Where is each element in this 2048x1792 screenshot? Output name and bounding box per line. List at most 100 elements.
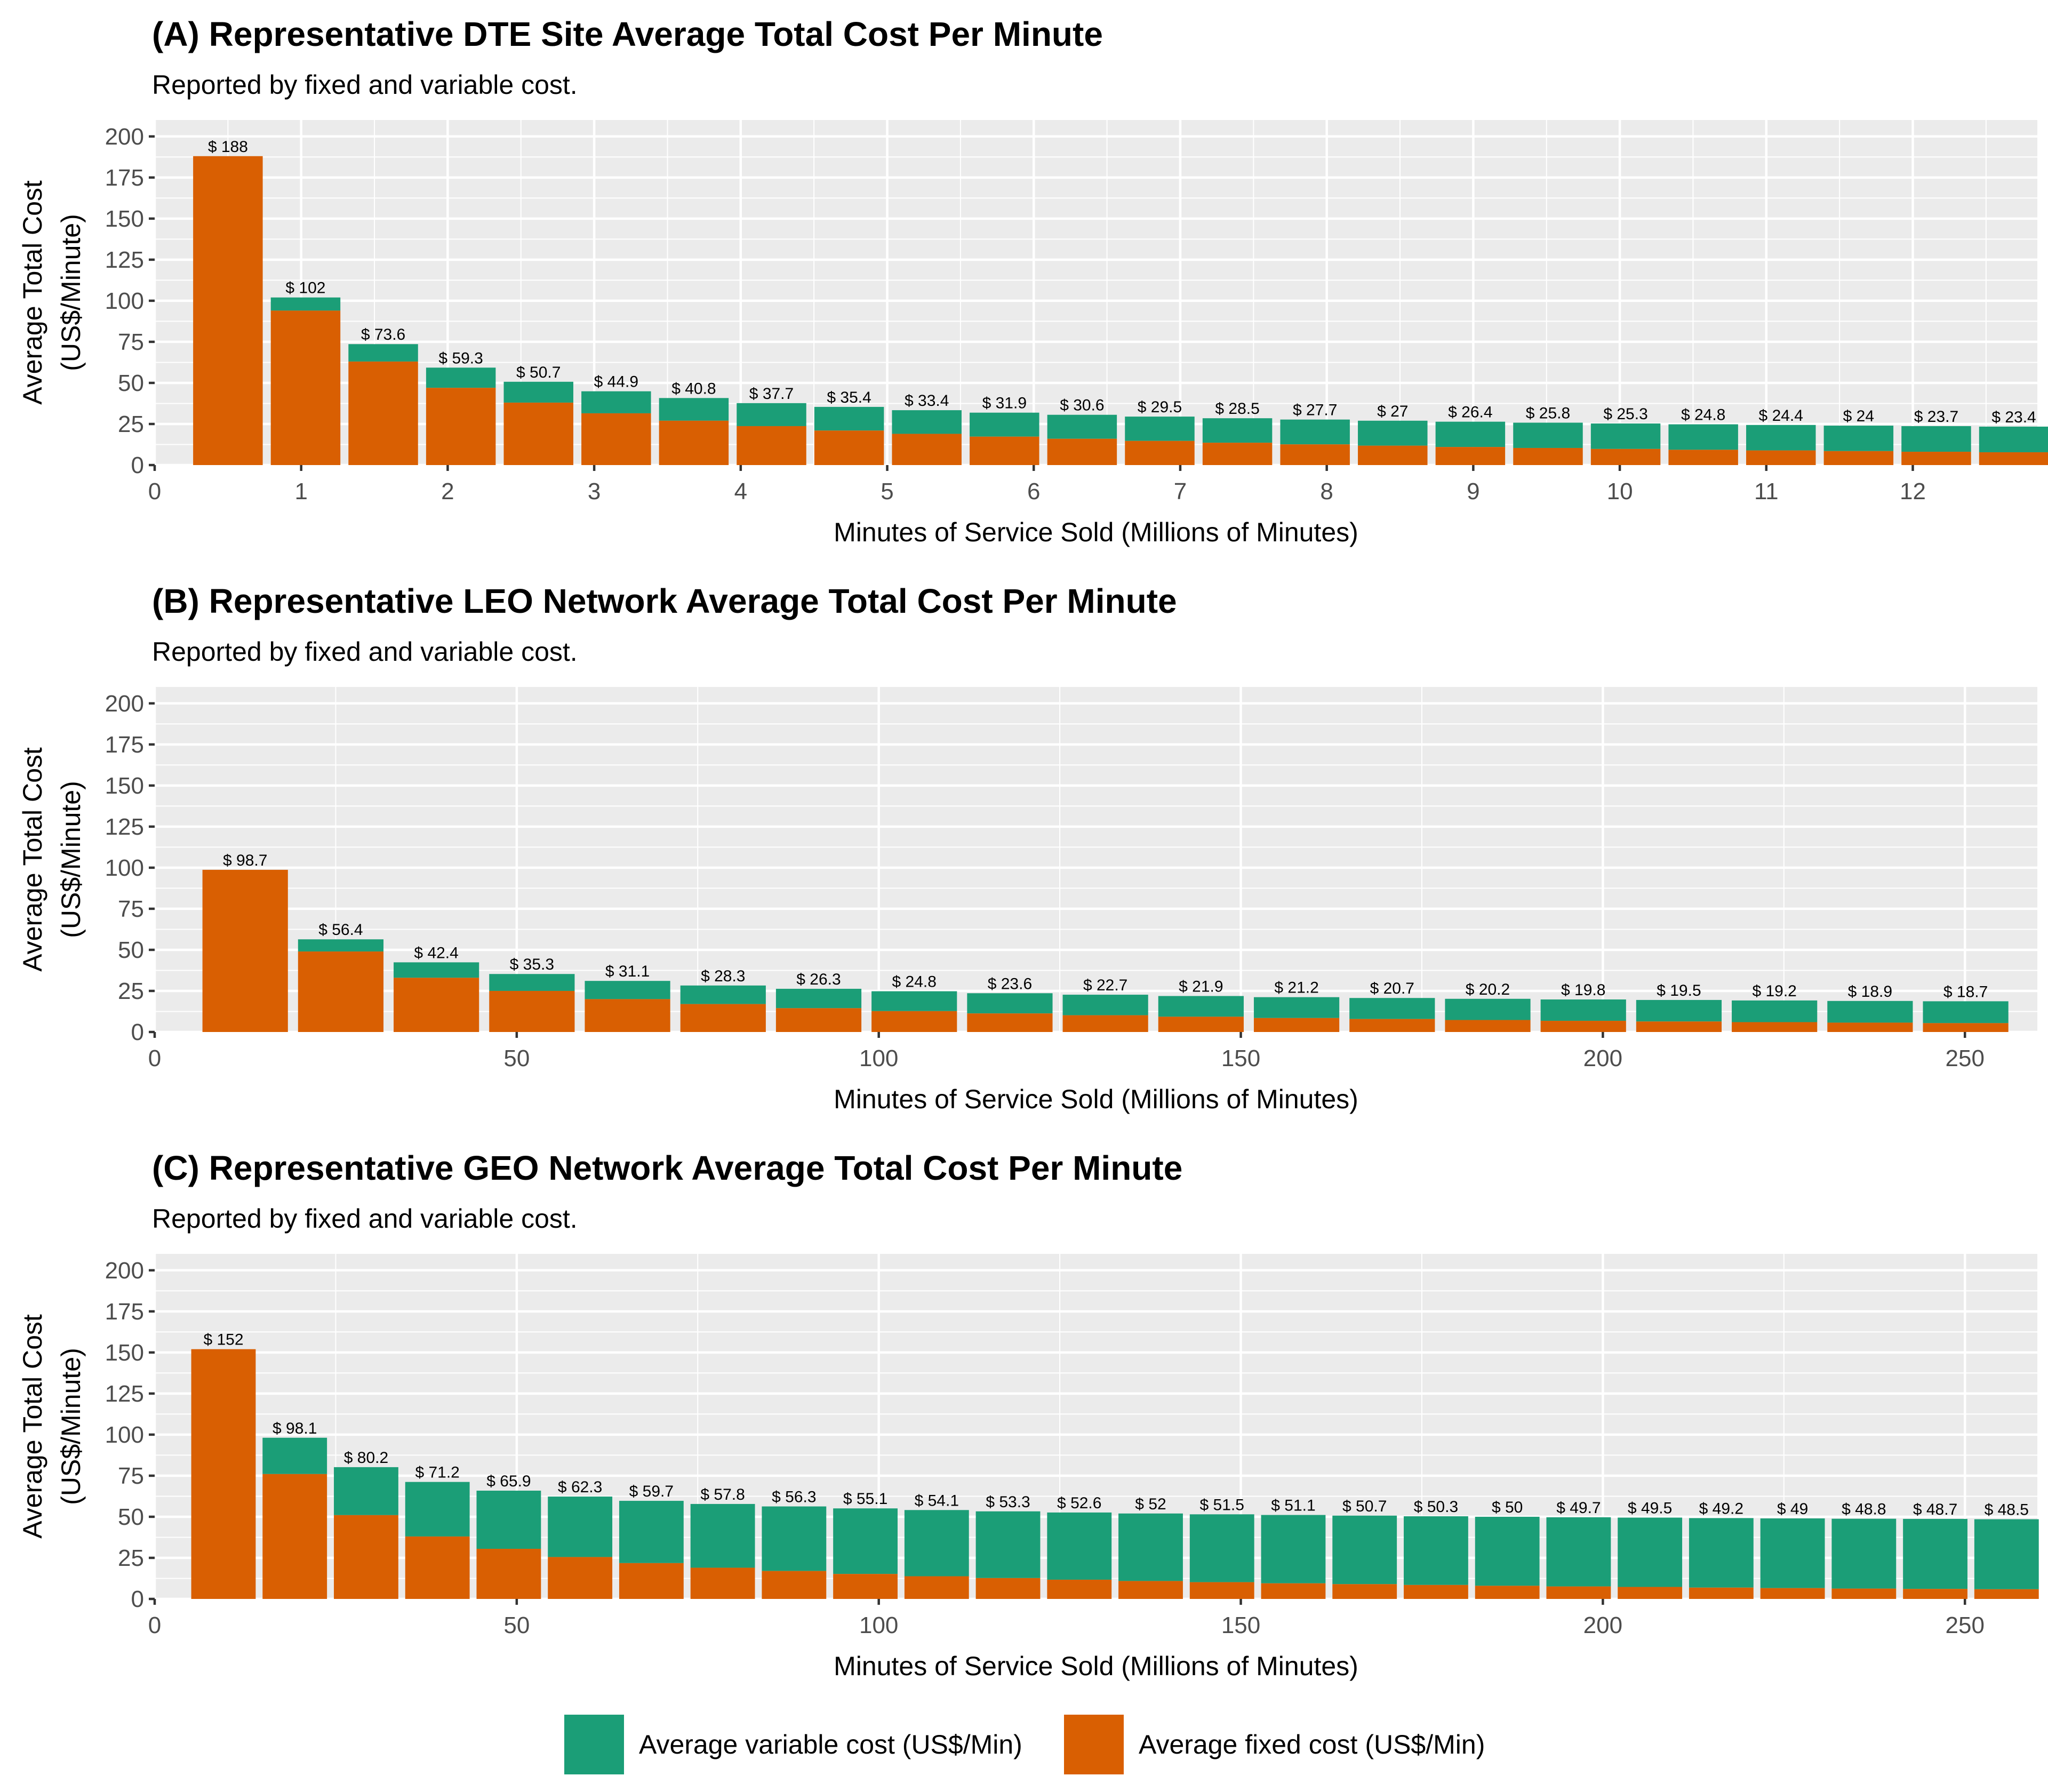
bar-variable-cost	[690, 1503, 755, 1568]
chart-title: (C) Representative GEO Network Average T…	[152, 1149, 1182, 1187]
bar-fixed-cost	[1590, 449, 1661, 465]
bar-data-label: $ 49.5	[1628, 1499, 1672, 1517]
bar-variable-cost	[1047, 414, 1117, 439]
bar-variable-cost	[1979, 426, 2048, 452]
x-tick-label: 0	[148, 1045, 161, 1071]
bar-fixed-cost	[191, 1349, 256, 1599]
bar-fixed-cost	[1435, 447, 1506, 465]
bar-variable-cost	[659, 398, 729, 421]
bar-data-label: $ 18.7	[1943, 983, 1988, 1001]
bar-fixed-cost	[1901, 452, 1971, 465]
bar-data-label: $ 21.9	[1179, 978, 1223, 996]
bar-fixed-cost	[405, 1536, 470, 1599]
chart-subtitle: Reported by fixed and variable cost.	[152, 637, 578, 667]
bar-variable-cost	[1823, 426, 1894, 451]
bar-variable-cost	[1546, 1517, 1611, 1587]
bar-variable-cost	[1636, 999, 1722, 1022]
bar-data-label: $ 25.3	[1603, 405, 1647, 423]
bar-variable-cost	[1746, 425, 1816, 451]
bar-variable-cost	[970, 412, 1039, 437]
x-tick-label: 0	[148, 478, 161, 505]
bar-variable-cost	[1358, 420, 1428, 446]
y-axis-title: (US$/Minute)	[56, 1348, 86, 1505]
x-tick-label: 11	[1754, 478, 1779, 505]
y-axis-title: Average Total Cost	[18, 747, 47, 972]
y-tick-label: 200	[105, 691, 144, 717]
bar-fixed-cost	[967, 1013, 1053, 1032]
y-tick-label: 0	[131, 452, 144, 478]
legend-key-variable	[564, 1715, 624, 1774]
y-tick-label: 150	[105, 1340, 144, 1366]
bar-fixed-cost	[202, 869, 288, 1032]
y-tick-label: 125	[105, 247, 144, 273]
x-tick-label: 1	[294, 478, 307, 505]
bar-variable-cost	[270, 297, 341, 311]
y-axis-title: Average Total Cost	[18, 1314, 47, 1539]
x-tick-label: 4	[734, 478, 747, 505]
bar-data-label: $ 24.8	[892, 973, 937, 991]
bar-fixed-cost	[1358, 445, 1428, 465]
bar-data-label: $ 51.5	[1200, 1496, 1244, 1514]
x-tick-label: 6	[1027, 478, 1040, 505]
bar-data-label: $ 44.9	[594, 373, 638, 391]
chart-panel-3: (C) Representative GEO Network Average T…	[18, 1149, 2039, 1681]
bar-variable-cost	[1974, 1519, 2039, 1589]
bar-data-label: $ 50.3	[1414, 1498, 1458, 1516]
bar-data-label: $ 37.7	[749, 385, 794, 403]
bar-data-label: $ 29.5	[1138, 398, 1182, 416]
bar-data-label: $ 65.9	[486, 1473, 531, 1490]
bar-fixed-cost	[1903, 1589, 1967, 1599]
bar-data-label: $ 19.2	[1752, 982, 1796, 1000]
bar-variable-cost	[775, 988, 862, 1009]
y-tick-label: 150	[105, 206, 144, 232]
bar-data-label: $ 24.8	[1681, 406, 1725, 424]
y-tick-label: 200	[105, 124, 144, 150]
bar-fixed-cost	[1540, 1021, 1626, 1032]
bar-variable-cost	[405, 1482, 470, 1537]
y-tick-label: 50	[118, 937, 144, 963]
bar-fixed-cost	[1689, 1587, 1754, 1599]
bar-variable-cost	[1280, 419, 1350, 445]
y-axis-title: (US$/Minute)	[56, 214, 86, 371]
bar-data-label: $ 50.7	[516, 364, 561, 381]
bar-fixed-cost	[1261, 1583, 1326, 1599]
bar-fixed-cost	[270, 310, 341, 465]
y-tick-label: 75	[118, 1463, 144, 1489]
bar-data-label: $ 27	[1377, 403, 1408, 420]
bar-variable-cost	[489, 974, 575, 991]
x-tick-label: 50	[503, 1612, 530, 1638]
bar-variable-cost	[737, 403, 806, 426]
x-tick-label: 8	[1320, 478, 1333, 505]
bar-data-label: $ 28.5	[1215, 400, 1259, 418]
bar-data-label: $ 49	[1777, 1500, 1808, 1518]
bar-variable-cost	[1590, 423, 1661, 449]
bar-fixed-cost	[1827, 1022, 1913, 1032]
legend-label-fixed: Average fixed cost (US$/Min)	[1139, 1730, 1485, 1759]
bar-data-label: $ 62.3	[558, 1478, 602, 1496]
bar-variable-cost	[1202, 418, 1273, 443]
bar-fixed-cost	[814, 430, 884, 465]
bar-variable-cost	[348, 344, 418, 362]
bar-fixed-cost	[1125, 441, 1195, 465]
bar-fixed-cost	[871, 1011, 957, 1032]
x-tick-label: 5	[881, 478, 893, 505]
bar-fixed-cost	[489, 990, 575, 1032]
bar-variable-cost	[476, 1490, 541, 1549]
y-tick-label: 200	[105, 1258, 144, 1284]
bar-data-label: $ 22.7	[1083, 977, 1127, 994]
bar-fixed-cost	[1047, 438, 1117, 465]
bar-variable-cost	[1047, 1512, 1112, 1580]
y-tick-label: 50	[118, 1504, 144, 1530]
bar-variable-cost	[1923, 1001, 2009, 1023]
y-tick-label: 100	[105, 855, 144, 881]
bar-data-label: $ 102	[285, 279, 325, 297]
bar-fixed-cost	[548, 1557, 613, 1599]
bar-fixed-cost	[503, 402, 573, 465]
bar-data-label: $ 25.8	[1526, 405, 1570, 422]
bar-variable-cost	[1125, 417, 1195, 441]
bar-variable-cost	[1332, 1515, 1397, 1585]
x-tick-label: 200	[1583, 1045, 1622, 1071]
y-tick-label: 50	[118, 370, 144, 396]
bar-variable-cost	[1189, 1514, 1254, 1582]
